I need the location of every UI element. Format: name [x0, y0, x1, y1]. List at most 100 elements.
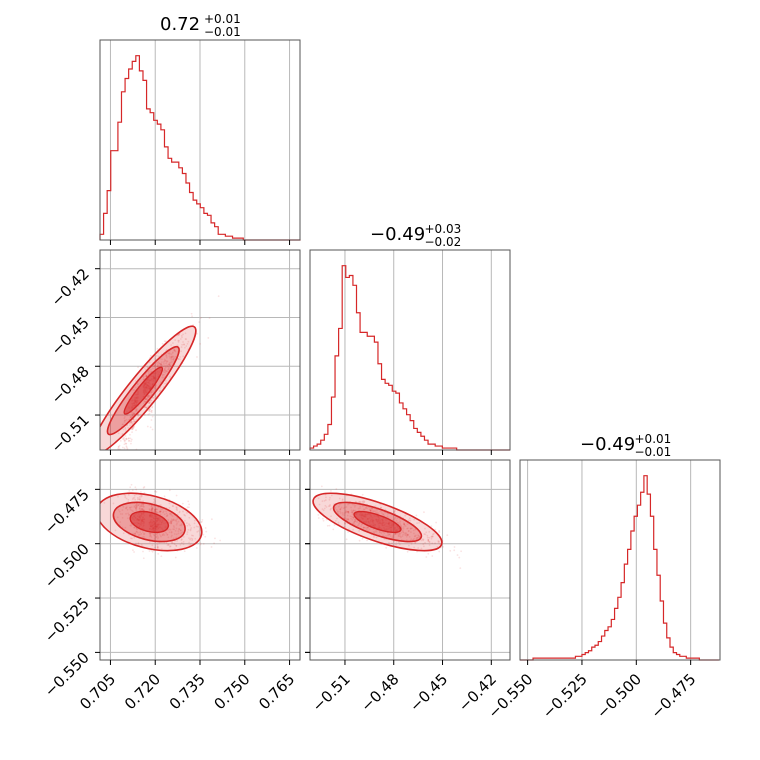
- sample-point: [143, 486, 146, 488]
- sample-point: [194, 537, 197, 540]
- sample-point: [154, 510, 157, 513]
- y-tick-label: −0.48: [48, 362, 93, 407]
- sample-point: [138, 498, 141, 501]
- sample-point: [170, 541, 173, 544]
- sample-point: [201, 520, 203, 523]
- sample-point: [115, 479, 117, 481]
- sample-point: [153, 490, 156, 493]
- sample-point: [371, 507, 374, 510]
- sample-point: [370, 507, 373, 510]
- sample-point: [186, 531, 189, 534]
- sample-point: [420, 547, 423, 550]
- sample-point: [130, 483, 133, 486]
- sample-point: [174, 349, 176, 352]
- sample-point: [123, 415, 126, 418]
- sample-point: [144, 406, 147, 409]
- sample-point: [422, 545, 425, 548]
- sample-point: [147, 370, 150, 373]
- sample-point: [317, 497, 320, 500]
- sample-point: [437, 541, 440, 544]
- sample-point: [161, 358, 163, 361]
- sample-point: [295, 507, 297, 509]
- sample-point: [159, 534, 162, 537]
- sample-point: [178, 333, 180, 336]
- sample-point: [335, 508, 338, 511]
- sample-point: [382, 534, 384, 537]
- sample-point: [170, 344, 173, 346]
- sample-point: [131, 431, 133, 433]
- sample-point: [151, 406, 153, 409]
- sample-point: [423, 511, 425, 514]
- sample-point: [217, 295, 220, 298]
- sample-point: [137, 413, 139, 416]
- sample-point: [131, 509, 133, 512]
- sample-point: [169, 357, 172, 359]
- sample-point: [394, 533, 396, 536]
- sample-point: [162, 376, 165, 379]
- sample-point: [173, 349, 176, 352]
- sample-point: [139, 504, 142, 507]
- sample-point: [166, 514, 169, 516]
- sample-point: [165, 541, 168, 544]
- sample-point: [369, 509, 372, 512]
- sample-point: [334, 507, 337, 509]
- sample-point: [416, 522, 418, 524]
- sample-point: [189, 528, 192, 531]
- sample-point: [172, 505, 175, 508]
- sample-point: [308, 499, 310, 501]
- sample-point: [141, 495, 143, 497]
- sample-point: [155, 387, 157, 390]
- sample-point: [413, 535, 416, 538]
- sample-point: [398, 533, 401, 536]
- sample-point: [132, 549, 134, 552]
- sample-point: [175, 544, 178, 547]
- sample-point: [400, 531, 403, 534]
- x-tick-label: −0.45: [406, 670, 451, 715]
- sample-point: [157, 361, 160, 363]
- sample-point: [171, 515, 174, 518]
- sample-point: [168, 502, 171, 505]
- sample-point: [135, 488, 138, 491]
- sample-point: [357, 507, 360, 510]
- sample-point: [124, 439, 127, 442]
- sample-point: [153, 365, 156, 368]
- sample-point: [126, 517, 129, 520]
- sample-point: [163, 367, 166, 370]
- sample-point: [125, 512, 127, 515]
- sample-point: [151, 415, 154, 418]
- sample-point: [402, 527, 405, 530]
- sample-point: [345, 510, 348, 512]
- sample-point: [176, 344, 179, 347]
- sample-point: [185, 345, 188, 347]
- sample-point: [393, 510, 396, 513]
- sample-point: [150, 507, 153, 510]
- sample-point: [371, 507, 374, 510]
- sample-point: [164, 531, 167, 533]
- sample-point: [347, 503, 349, 506]
- panel-frame: [519, 459, 721, 661]
- sample-point: [138, 498, 140, 500]
- sample-point: [344, 511, 347, 514]
- y-tick-label: −0.45: [48, 314, 93, 359]
- sample-point: [398, 535, 401, 537]
- sample-point: [170, 521, 172, 524]
- sample-point: [169, 512, 172, 515]
- sample-point: [117, 508, 120, 511]
- sample-point: [341, 499, 344, 502]
- sample-point: [325, 496, 327, 499]
- sample-point: [154, 508, 157, 511]
- sample-point: [165, 369, 168, 372]
- sample-point: [409, 527, 412, 530]
- sample-point: [347, 510, 350, 513]
- sample-point: [399, 532, 401, 535]
- sample-point: [142, 557, 145, 560]
- sample-point: [155, 490, 158, 493]
- sample-point: [398, 522, 401, 525]
- sample-point: [151, 396, 154, 399]
- sample-point: [152, 391, 155, 393]
- sample-point: [354, 520, 356, 523]
- sample-point: [182, 543, 185, 546]
- sample-point: [305, 481, 307, 483]
- sample-point: [332, 528, 335, 531]
- sample-point: [145, 374, 148, 377]
